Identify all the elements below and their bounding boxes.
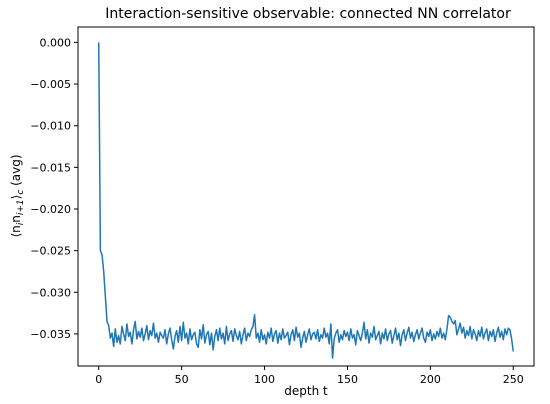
x-tick-label: 200: [420, 373, 441, 386]
y-tick-label: −0.030: [30, 286, 71, 299]
axes-frame: [77, 26, 535, 367]
y-axis: 0.000 −0.005 −0.010 −0.015 −0.020 −0.025 −0.03…: [30, 36, 78, 341]
y-tick-label: −0.005: [30, 78, 71, 91]
x-axis: 0 50 100 150 200 250: [95, 366, 524, 386]
x-tick-label: 100: [254, 373, 275, 386]
y-tick-label: −0.025: [30, 245, 71, 258]
chart-title: Interaction-sensitive observable: connec…: [105, 6, 511, 22]
y-tick-label: −0.035: [30, 328, 71, 341]
plot-area: [97, 42, 515, 359]
x-tick-label: 250: [503, 373, 524, 386]
x-axis-label: depth t: [284, 384, 328, 398]
x-tick-label: 0: [95, 373, 102, 386]
y-tick-label: −0.010: [30, 120, 71, 133]
y-tick-label: −0.020: [30, 203, 71, 216]
y-tick-label: −0.015: [30, 161, 71, 174]
y-tick-label: 0.000: [40, 36, 72, 49]
x-tick-label: 150: [337, 373, 358, 386]
x-tick-label: 50: [175, 373, 189, 386]
y-axis-label: ⟨nini+1⟩c (avg): [9, 154, 26, 237]
series-line: [97, 42, 515, 359]
